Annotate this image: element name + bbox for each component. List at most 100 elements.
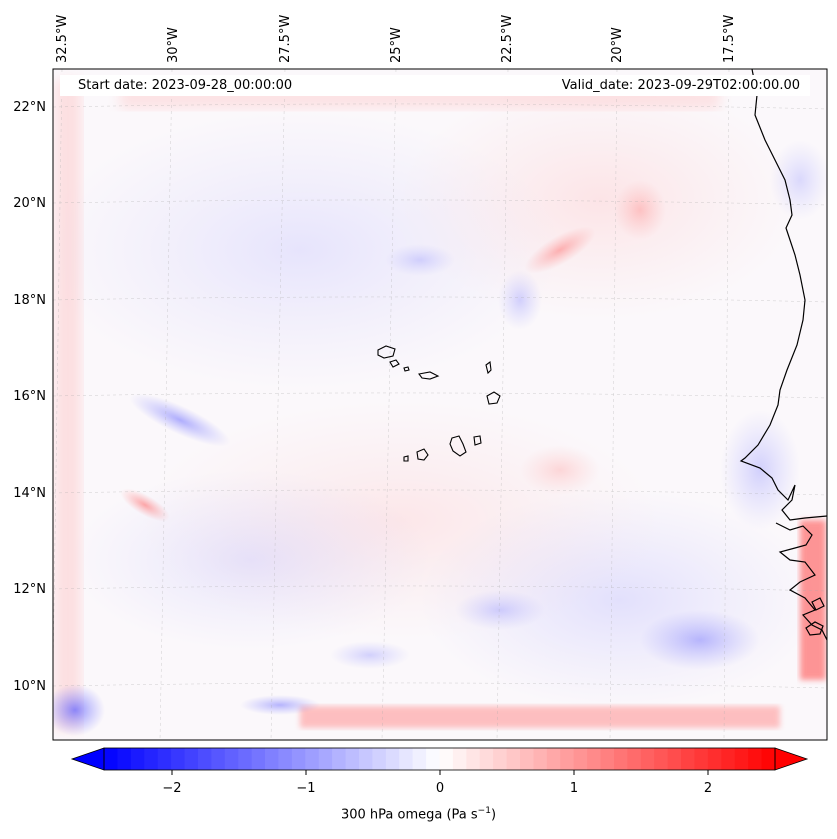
colorbar-cells [104,748,776,770]
lat-label: 22°N [13,100,46,115]
colorbar-cell [238,748,253,770]
colorbar-cell [104,748,119,770]
lon-label: 20°W [610,27,625,63]
colorbar-cell [493,748,508,770]
colorbar-cell [640,748,655,770]
colorbar-cell [332,748,347,770]
colorbar-cell [520,748,535,770]
colorbar-cell [546,748,561,770]
lat-label: 16°N [13,389,46,404]
island-sal [485,360,492,375]
colorbar-cell [466,748,481,770]
colorbar-cell [573,748,588,770]
colorbar-cell [144,748,159,770]
header-band [60,75,810,96]
start-date-label: Start date: 2023-09-28_00:00:00 [78,78,293,93]
colorbar-cell [318,748,333,770]
colorbar-cell [224,748,239,770]
colorbar-cell [358,748,373,770]
lat-label: 12°N [13,582,46,597]
colorbar-cell [600,748,615,770]
colorbar-cell [761,748,776,770]
longitude-labels: 32.5°W 30°W 27.5°W 25°W 22.5°W 20°W 17.5… [55,15,737,63]
colorbar-cell [117,748,132,770]
colorbar-cell [627,748,642,770]
island-sao-vicente [389,359,400,368]
colorbar-cell [399,748,414,770]
colorbar-cell [748,748,763,770]
colorbar-cell [157,748,172,770]
colorbar-ticks [171,770,709,775]
island-brava [403,455,409,462]
colorbar-cell [197,748,212,770]
island-boa-vista [486,391,501,405]
colorbar-label: 300 hPa omega (Pa s−1) [0,806,837,822]
africa-coastline [739,69,827,521]
colorbar-cell [291,748,306,770]
map-panel [52,68,828,741]
plot-frame [52,68,828,741]
lat-label: 14°N [13,486,46,501]
colorbar-extend-min [70,747,105,771]
colorbar-cell [372,748,387,770]
colorbar-cell [452,748,467,770]
lon-label: 30°W [166,27,181,63]
colorbar-cell [130,748,145,770]
colorbar-tick-label: −2 [162,781,181,796]
colorbar-cell [613,748,628,770]
colorbar-cell [265,748,280,770]
colorbar-cell [694,748,709,770]
colorbar-cell [506,748,521,770]
colorbar-cell [345,748,360,770]
colorbar-cell [385,748,400,770]
valid-date-label: Valid_date: 2023-09-29T02:00:00.00 [561,78,800,93]
colorbar: −2 −1 0 1 2 [70,747,809,796]
gridlines [53,69,827,740]
colorbar-cell [305,748,320,770]
colorbar-cell [533,748,548,770]
colorbar-cell [184,748,199,770]
colorbar-cell [211,748,226,770]
colorbar-cell [734,748,749,770]
colorbar-tick-label: 2 [704,781,712,796]
colorbar-cell [681,748,696,770]
colorbar-cell [412,748,427,770]
colorbar-cell [560,748,575,770]
lat-label: 10°N [13,679,46,694]
colorbar-label-text: 300 hPa omega (Pa s [340,807,478,823]
colorbar-label-close: ) [490,807,497,823]
island-santiago [449,435,467,457]
lat-label: 18°N [13,293,46,308]
colorbar-tick-label: −1 [296,781,315,796]
coastlines [739,69,827,641]
colorbar-cell [278,748,293,770]
colorbar-cell [479,748,494,770]
lon-label: 22.5°W [500,15,515,63]
island-maio [473,435,482,446]
colorbar-label-exponent: −1 [477,806,491,816]
colorbar-cell [251,748,266,770]
colorbar-tick-label: 1 [570,781,578,796]
island-fogo [416,448,429,461]
lon-label: 32.5°W [55,15,70,63]
colorbar-cell [426,748,441,770]
colorbar-cell [721,748,736,770]
lat-label: 20°N [13,196,46,211]
colorbar-cell [587,748,602,770]
lon-label: 25°W [389,27,404,63]
lon-label: 27.5°W [278,15,293,63]
latitude-labels: 22°N 20°N 18°N 16°N 14°N 12°N 10°N [13,100,46,694]
cape-verde-islands [377,345,501,462]
colorbar-cell [171,748,186,770]
colorbar-extend-max [774,747,809,771]
lon-label: 17.5°W [722,15,737,63]
colorbar-cell [654,748,669,770]
colorbar-tick-label: 0 [436,781,444,796]
island-santo-antao [377,345,396,359]
colorbar-cell [439,748,454,770]
island-santa-luzia [403,366,410,372]
omega-field [53,80,827,736]
colorbar-cell [667,748,682,770]
colorbar-cell [707,748,722,770]
